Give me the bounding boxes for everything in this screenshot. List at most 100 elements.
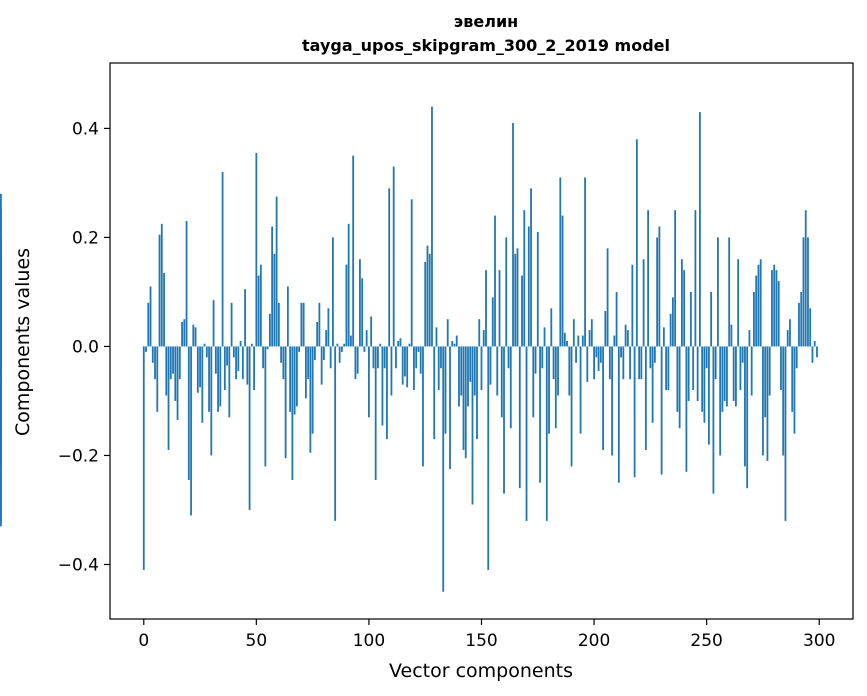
bar xyxy=(277,302,280,347)
bar xyxy=(539,346,541,483)
bar xyxy=(644,346,647,451)
bar xyxy=(145,346,147,352)
bar xyxy=(604,311,607,347)
bar xyxy=(370,316,373,347)
bar xyxy=(257,275,260,347)
bar xyxy=(807,237,809,347)
bar xyxy=(0,346,2,347)
bar xyxy=(266,346,269,350)
bar xyxy=(798,302,800,347)
bar xyxy=(708,346,710,445)
bar xyxy=(354,346,357,380)
bar xyxy=(611,346,613,456)
bar xyxy=(334,346,337,521)
bar xyxy=(386,346,388,440)
bars-group xyxy=(0,106,818,592)
bar xyxy=(467,346,469,407)
bar xyxy=(667,346,670,391)
bar xyxy=(732,346,735,401)
bar xyxy=(660,346,663,475)
bar xyxy=(228,346,231,418)
bar xyxy=(575,346,577,363)
bar xyxy=(214,346,217,374)
bar xyxy=(518,346,521,489)
x-tick-label: 100 xyxy=(353,631,385,651)
bar xyxy=(764,346,767,418)
bar xyxy=(802,237,805,347)
bar xyxy=(755,275,758,347)
bar xyxy=(422,346,424,467)
bar xyxy=(809,308,812,347)
y-axis-label: Components values xyxy=(12,248,34,436)
bar xyxy=(0,346,2,369)
bar xyxy=(282,346,285,380)
bar xyxy=(286,286,289,347)
bar xyxy=(521,275,523,347)
bar xyxy=(662,327,665,347)
bar xyxy=(268,313,271,347)
bar xyxy=(554,346,557,429)
y-tick-label: −0.4 xyxy=(58,555,99,575)
bar xyxy=(780,346,782,391)
bar xyxy=(359,259,361,347)
bar xyxy=(482,330,485,347)
bar xyxy=(230,302,233,347)
bar xyxy=(435,327,438,347)
bar xyxy=(419,346,422,374)
bar xyxy=(784,346,787,521)
bar xyxy=(685,346,688,472)
x-tick-label: 250 xyxy=(690,631,722,651)
bar xyxy=(239,341,242,347)
bar xyxy=(757,264,760,347)
bar xyxy=(302,302,305,347)
bar xyxy=(626,330,629,347)
bar xyxy=(588,330,591,347)
bar xyxy=(563,332,566,347)
bar xyxy=(622,346,625,380)
bar xyxy=(500,346,503,418)
bar xyxy=(552,346,555,380)
bar xyxy=(381,346,384,426)
bar xyxy=(154,346,156,380)
bar xyxy=(647,210,650,347)
bar xyxy=(735,346,737,407)
bar xyxy=(615,291,618,347)
bar xyxy=(559,177,562,347)
bar xyxy=(365,330,368,347)
bar xyxy=(471,346,474,505)
plot-frame xyxy=(109,62,854,620)
bar xyxy=(187,346,190,480)
bar xyxy=(525,346,528,521)
bar xyxy=(183,319,186,347)
bar xyxy=(167,346,170,451)
bar xyxy=(437,346,440,391)
bar xyxy=(397,341,400,347)
bar xyxy=(196,346,199,393)
bar xyxy=(658,226,661,347)
bar xyxy=(464,346,467,459)
bar xyxy=(759,259,762,347)
bar xyxy=(313,346,316,361)
bar xyxy=(327,308,330,347)
bar xyxy=(428,253,431,347)
bar xyxy=(530,188,532,347)
bar xyxy=(509,346,512,429)
bar xyxy=(309,346,312,453)
bar xyxy=(586,346,589,382)
x-tick-label: 150 xyxy=(465,631,497,651)
bar xyxy=(717,237,719,347)
y-tick-label: 0.4 xyxy=(72,119,99,139)
bar xyxy=(262,346,264,369)
bar xyxy=(413,346,415,391)
bar xyxy=(584,177,586,347)
bar xyxy=(701,346,704,412)
bar xyxy=(255,152,258,347)
bar xyxy=(795,346,798,369)
bar xyxy=(599,346,602,363)
bar xyxy=(273,253,276,347)
bar xyxy=(322,346,325,361)
bar xyxy=(156,346,159,412)
bar xyxy=(494,215,496,347)
bar xyxy=(523,210,526,347)
bar xyxy=(379,343,382,347)
